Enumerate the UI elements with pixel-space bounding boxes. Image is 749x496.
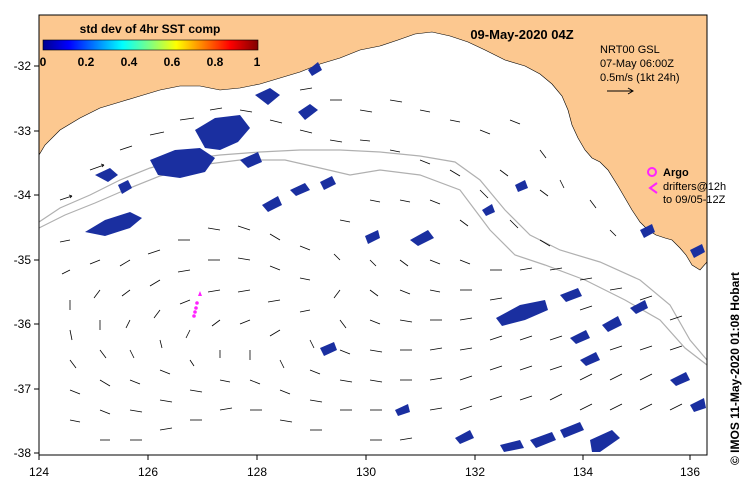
y-axis-labels: -32 -33 -34 -35 -36 -37 -38 <box>14 59 32 460</box>
credit-text: © IMOS 11-May-2020 01:08 Hobart <box>728 272 742 465</box>
colorbar-tick: 1 <box>254 55 261 69</box>
colorbar-tick: 0.4 <box>121 55 138 69</box>
argo-legend-label: Argo <box>663 167 689 179</box>
argo-marker <box>647 167 657 177</box>
x-tick-label: 124 <box>29 465 49 479</box>
drifter-legend-line1: drifters@12h <box>663 181 726 193</box>
y-tick-label: -38 <box>14 446 32 460</box>
y-tick-label: -35 <box>14 253 32 267</box>
legend: Argo drifters@12h to 09/05-12Z <box>648 167 726 206</box>
colorbar-tick: 0.8 <box>207 55 224 69</box>
sst-patches <box>85 62 706 452</box>
y-tick-label: -32 <box>14 59 32 73</box>
x-tick-label: 128 <box>247 465 267 479</box>
current-key: NRT00 GSL 07-May 06:00Z 0.5m/s (1kt 24h) <box>600 44 679 95</box>
current-key-time: 07-May 06:00Z <box>600 58 674 70</box>
map-title: 09-May-2020 04Z <box>470 27 573 42</box>
colorbar-tick: 0.2 <box>78 55 95 69</box>
y-tick-label: -37 <box>14 382 32 396</box>
colorbar-gradient <box>42 39 259 51</box>
x-tick-label: 132 <box>465 465 485 479</box>
current-key-model: NRT00 GSL <box>600 44 660 56</box>
plot-area <box>38 14 708 456</box>
colorbar: std dev of 4hr SST comp 0 0.2 0.4 0.6 0.… <box>40 22 261 69</box>
land-mass <box>38 14 708 271</box>
x-tick-label: 134 <box>573 465 593 479</box>
drifter-legend-icon <box>648 182 658 194</box>
y-tick-label: -36 <box>14 317 32 331</box>
y-tick-label: -33 <box>14 124 32 138</box>
tick-marks <box>34 65 691 460</box>
colorbar-label: std dev of 4hr SST comp <box>80 22 221 36</box>
drifter-legend-line2: to 09/05-12Z <box>663 194 726 206</box>
colorbar-tick: 0 <box>40 55 47 69</box>
x-tick-label: 130 <box>356 465 376 479</box>
current-key-scale: 0.5m/s (1kt 24h) <box>600 72 679 84</box>
x-tick-label: 126 <box>138 465 158 479</box>
colorbar-tick: 0.6 <box>164 55 181 69</box>
y-tick-label: -34 <box>14 188 32 202</box>
bathymetry-contours <box>38 149 708 366</box>
x-axis-labels: 124 126 128 130 132 134 136 <box>29 465 700 479</box>
drifter-track <box>192 291 202 318</box>
current-vectors <box>59 87 683 441</box>
x-tick-label: 136 <box>680 465 700 479</box>
scale-arrow <box>607 87 634 95</box>
